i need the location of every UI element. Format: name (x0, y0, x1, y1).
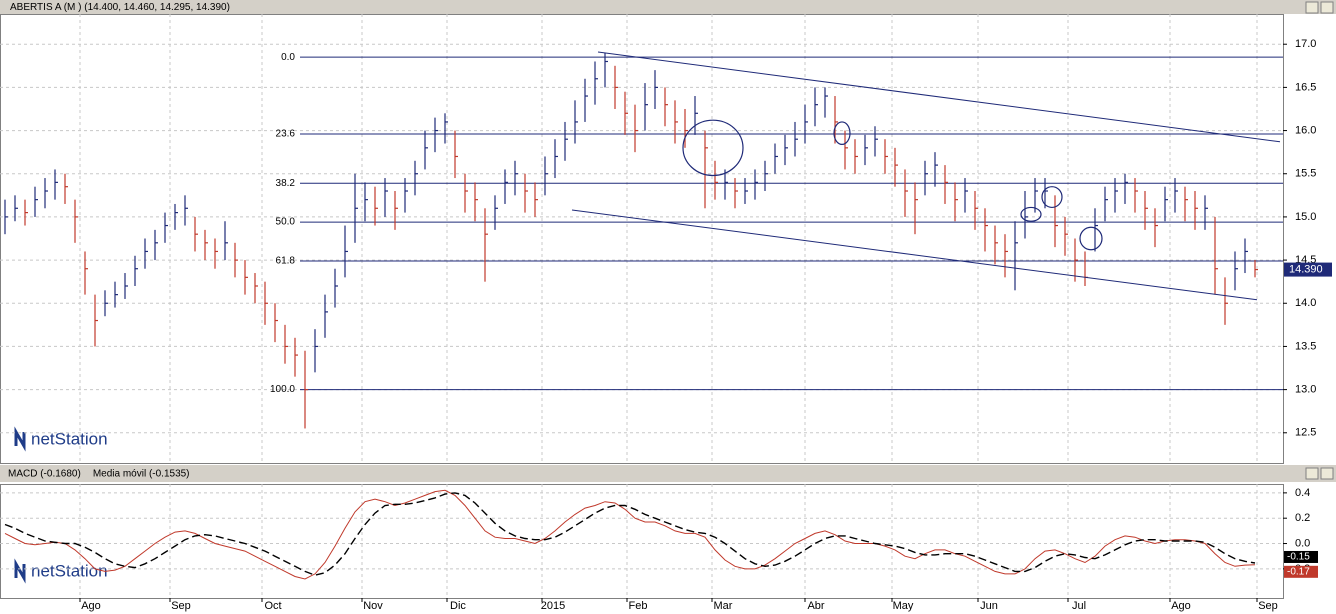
logo: netStation netStation (14, 426, 108, 584)
fib-label: 100.0 (270, 384, 295, 395)
x-tick-label: Abr (807, 600, 824, 612)
logo-icon (14, 426, 26, 452)
x-tick-label: Jul (1072, 600, 1086, 612)
watermark: netStation (31, 429, 108, 448)
annotation-ellipse (682, 119, 744, 177)
macd-maximize-button[interactable] (1320, 467, 1334, 480)
fib-label: 38.2 (276, 178, 296, 189)
macd-line (4, 489, 1256, 580)
y-tick-label: 15.5 (1295, 168, 1316, 180)
y-tick-label: 12.5 (1295, 427, 1316, 439)
y-tick-label: 13.5 (1295, 340, 1316, 352)
trend-line (571, 209, 1258, 301)
title-bar (0, 0, 1336, 14)
maximize-button[interactable] (1320, 1, 1334, 14)
last-value-box (1284, 565, 1318, 578)
macd-frame (0, 484, 1284, 599)
annotation-ellipse (1079, 226, 1103, 251)
x-tick-label: Sep (1258, 600, 1278, 612)
annotation-ellipse (1041, 186, 1063, 209)
annotation-ellipse (833, 121, 851, 145)
last-price-box (1284, 262, 1332, 277)
watermark: netStation (31, 561, 108, 580)
y-tick-label: 15.0 (1295, 211, 1316, 223)
last-value-label: -0.15 (1287, 552, 1310, 563)
fib-label: 0.0 (281, 52, 295, 63)
annotation-ellipse (1020, 206, 1042, 222)
x-tick-label: Jun (980, 600, 998, 612)
y-tick-label: 17.0 (1295, 38, 1316, 50)
y-tick-label: 16.5 (1295, 81, 1316, 93)
logo-icon (14, 558, 26, 584)
chart-title: ABERTIS A (M ) (14.400, 14.460, 14.295, … (10, 2, 230, 13)
x-tick-label: Mar (714, 600, 733, 612)
last-value-box (1284, 550, 1318, 563)
macd-header-bar (0, 465, 1336, 482)
macd-line (4, 492, 1256, 576)
last-price-label: 14.390 (1289, 263, 1323, 275)
legend-entry: Media móvil (-0.1535) (93, 469, 190, 480)
legend-entry: MACD (-0.1680) (8, 469, 81, 480)
trend-line (597, 51, 1281, 143)
x-tick-label: Ago (1171, 600, 1191, 612)
price-frame (0, 14, 1284, 464)
minimize-button[interactable] (1305, 1, 1319, 14)
y-tick-label: 14.0 (1295, 297, 1316, 309)
x-tick-label: 2015 (541, 600, 565, 612)
x-tick-label: May (893, 600, 914, 612)
x-tick-label: Oct (264, 600, 281, 612)
y-tick-label: 16.0 (1295, 124, 1316, 136)
macd-minimize-button[interactable] (1305, 467, 1319, 480)
last-value-label: -0.17 (1287, 566, 1310, 577)
x-tick-label: Ago (81, 600, 101, 612)
x-tick-label: Dic (450, 600, 466, 612)
fib-label: 50.0 (276, 217, 296, 228)
fib-label: 61.8 (276, 256, 296, 267)
x-tick-label: Sep (171, 600, 191, 612)
y-tick-label: 13.0 (1295, 384, 1316, 396)
fib-label: 23.6 (276, 129, 296, 140)
x-tick-label: Feb (629, 600, 648, 612)
y-tick-label: 0.4 (1295, 487, 1310, 499)
x-tick-label: Nov (363, 600, 383, 612)
y-tick-label: 0.2 (1295, 512, 1310, 524)
y-tick-label: 0.0 (1295, 537, 1310, 549)
